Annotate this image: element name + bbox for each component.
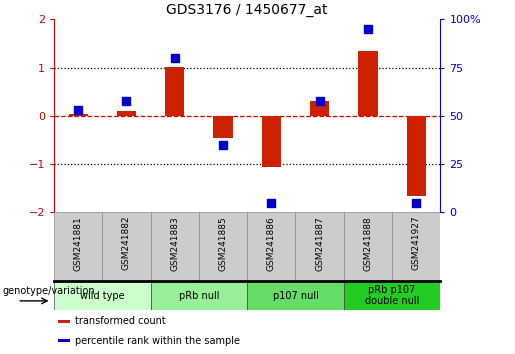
Point — [316, 98, 324, 103]
Text: wild type: wild type — [80, 291, 125, 301]
Bar — [213, 116, 233, 138]
Bar — [199, 212, 247, 281]
Point — [267, 200, 276, 206]
Text: transformed count: transformed count — [75, 316, 166, 326]
Bar — [247, 281, 344, 310]
Text: GSM241887: GSM241887 — [315, 216, 324, 270]
Point — [123, 98, 131, 103]
Bar — [358, 51, 377, 116]
Text: genotype/variation: genotype/variation — [3, 286, 95, 296]
Bar — [165, 67, 184, 116]
Bar — [54, 281, 150, 310]
Text: percentile rank within the sample: percentile rank within the sample — [75, 336, 241, 346]
Text: GSM241886: GSM241886 — [267, 216, 276, 270]
Bar — [150, 281, 247, 310]
Bar — [58, 339, 70, 342]
Bar — [102, 212, 150, 281]
Bar — [344, 212, 392, 281]
Title: GDS3176 / 1450677_at: GDS3176 / 1450677_at — [166, 3, 328, 17]
Point — [74, 107, 82, 113]
Text: p107 null: p107 null — [272, 291, 318, 301]
Text: pRb p107
double null: pRb p107 double null — [365, 285, 419, 307]
Bar — [117, 111, 136, 116]
Bar — [54, 212, 102, 281]
Bar — [58, 320, 70, 322]
Bar — [150, 212, 199, 281]
Bar — [392, 212, 440, 281]
Bar — [68, 114, 88, 116]
Point — [364, 26, 372, 32]
Text: pRb null: pRb null — [179, 291, 219, 301]
Text: GSM241883: GSM241883 — [170, 216, 179, 270]
Text: GSM241927: GSM241927 — [411, 216, 421, 270]
Bar — [262, 116, 281, 167]
Bar — [310, 102, 329, 116]
Text: GSM241888: GSM241888 — [364, 216, 372, 270]
Bar — [406, 116, 426, 195]
Bar — [296, 212, 344, 281]
Bar — [247, 212, 296, 281]
Point — [412, 200, 420, 206]
Point — [170, 55, 179, 61]
Point — [219, 142, 227, 148]
Text: GSM241885: GSM241885 — [218, 216, 228, 270]
Text: GSM241881: GSM241881 — [74, 216, 83, 270]
Bar — [344, 281, 440, 310]
Text: GSM241882: GSM241882 — [122, 216, 131, 270]
